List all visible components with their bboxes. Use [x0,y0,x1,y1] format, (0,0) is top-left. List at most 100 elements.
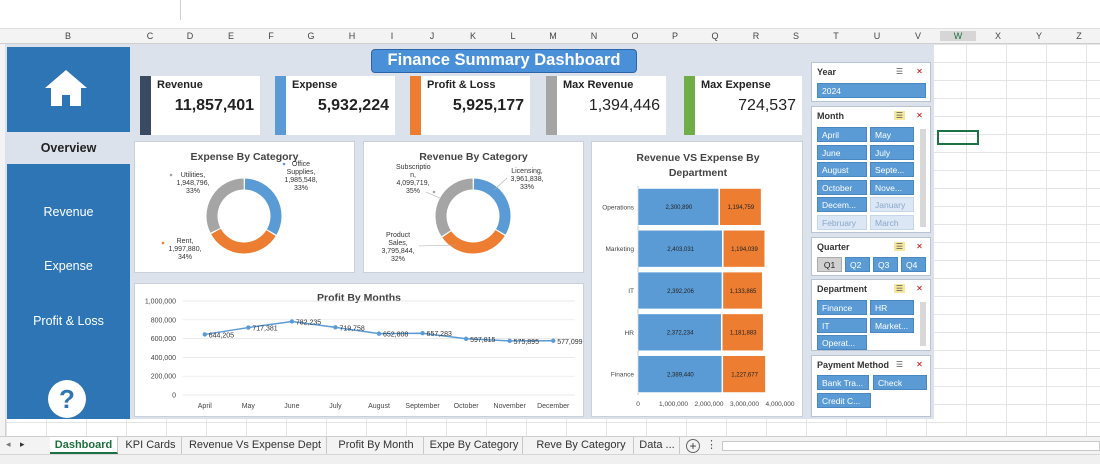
column-header-p[interactable]: P [671,31,678,41]
slicer-item-march[interactable]: March [870,215,914,230]
clear-filter-icon[interactable]: ✕ [916,242,923,251]
column-header-k[interactable]: K [469,31,476,41]
sheet-tab-data[interactable]: Data ... [635,437,680,454]
column-header-z[interactable]: Z [1076,31,1082,41]
column-header-b[interactable]: B [64,31,71,41]
column-header-c[interactable]: C [146,31,154,41]
slicer-scrollbar[interactable] [920,129,926,227]
sheet-tab-reve-by-category[interactable]: Reve By Category [529,437,634,454]
point-may[interactable] [246,325,251,330]
column-header-x[interactable]: X [994,31,1001,41]
multi-select-icon[interactable]: ☰ [894,284,905,293]
nav-overview[interactable]: Overview [7,132,130,164]
sheet-tab-kpi-cards[interactable]: KPI Cards [120,437,182,454]
kpi-card-max-expense[interactable]: Max Expense 724,537 [684,76,802,135]
slicer-item[interactable]: 2024 [817,83,926,98]
slicer-item-nove[interactable]: Nove... [870,179,914,195]
slicer-item-january[interactable]: January [870,197,914,213]
slice-subscription[interactable] [435,178,474,237]
nav-revenue[interactable]: Revenue [43,205,94,219]
slicer-scrollbar[interactable] [920,302,926,346]
slicer-item-q4[interactable]: Q4 [901,257,926,272]
column-header-g[interactable]: G [307,31,315,41]
column-header-q[interactable]: Q [711,31,719,41]
home-icon[interactable] [44,69,88,107]
slice-office-supplies[interactable] [244,178,282,235]
slice-licensing[interactable] [473,178,511,235]
more-options-icon[interactable]: ⋮ [706,439,717,451]
slicer-item-market[interactable]: Market... [870,317,914,333]
nav-profit-loss[interactable]: Profit & Loss [33,314,104,328]
slicer-item-check[interactable]: Check [873,375,927,390]
multi-select-icon[interactable]: ☰ [895,360,904,369]
point-april[interactable] [202,332,207,337]
bar-hr-s1[interactable] [721,313,764,351]
slicer-item-october[interactable]: October [817,179,867,195]
kpi-card-max-revenue[interactable]: Max Revenue 1,394,446 [546,76,666,135]
slicer-item-decem[interactable]: Decem... [817,197,867,213]
column-header-o[interactable]: O [631,31,639,41]
column-header-u[interactable]: U [873,31,881,41]
slicer-item-finance[interactable]: Finance [817,300,867,315]
profit-months-chart[interactable]: Profit By Months 0 200,000 400,000 600,000 8… [134,283,584,417]
slicer-item-april[interactable]: April [817,127,867,142]
sheet-tab-revenue-vs-expense-dept[interactable]: Revenue Vs Expense Dept [184,437,327,454]
column-header-f[interactable]: F [268,31,274,41]
column-header-s[interactable]: S [792,31,799,41]
expense-category-chart[interactable]: Expense By Category Utilities, 1,948,796… [134,141,355,273]
slicer-item-february[interactable]: February [817,215,867,230]
column-header-r[interactable]: R [752,31,760,41]
nav-expense[interactable]: Expense [44,259,93,273]
kpi-card-profit-loss[interactable]: Profit & Loss 5,925,177 [410,76,530,135]
bar-finance-s0[interactable] [637,355,723,393]
clear-filter-icon[interactable]: ✕ [916,284,923,293]
column-header-y[interactable]: Y [1035,31,1042,41]
slicer-item-june[interactable]: June [817,144,867,160]
column-header-j[interactable]: J [429,31,435,41]
column-header-m[interactable]: M [549,31,557,41]
bar-finance-s1[interactable] [722,355,766,393]
point-june[interactable] [289,319,295,324]
column-header-h[interactable]: H [348,31,356,41]
multi-select-icon[interactable]: ☰ [895,67,904,76]
slicer-item-q3[interactable]: Q3 [873,257,898,272]
slicer-item-may[interactable]: May [870,127,914,142]
column-header-e[interactable]: E [227,31,234,41]
column-header-t[interactable]: T [833,31,839,41]
clear-filter-icon[interactable]: ✕ [916,67,923,76]
bar-marketing-s1[interactable] [723,230,765,268]
bar-marketing-s0[interactable] [637,230,723,268]
column-header-l[interactable]: L [510,31,516,41]
bar-operations-s1[interactable] [719,188,762,226]
revenue-expense-dept-chart[interactable]: Revenue VS Expense By Department Operati… [591,141,803,417]
slicer-item-q2[interactable]: Q2 [845,257,870,272]
tab-scroll-left-icon[interactable]: ◂ [6,439,11,449]
help-icon[interactable]: ? [47,379,87,419]
slicer-item-septe[interactable]: Septe... [870,162,914,178]
add-sheet-icon[interactable]: + [686,439,700,453]
point-september[interactable] [420,331,425,336]
slicer-item-credit-c[interactable]: Credit C... [817,393,871,408]
column-header-v[interactable]: V [914,31,921,41]
bar-operations-s0[interactable] [637,188,719,226]
slice-product-sales[interactable] [442,229,505,254]
horizontal-scrollbar[interactable] [722,441,1100,451]
column-header-i[interactable]: I [390,31,394,41]
point-november[interactable] [507,338,512,344]
slice-rent[interactable] [211,228,276,254]
bar-it-s0[interactable] [637,271,723,310]
selected-cell[interactable] [937,130,979,145]
point-august[interactable] [376,331,382,336]
slicer-item-hr[interactable]: HR [870,300,914,315]
bar-hr-s0[interactable] [637,313,722,351]
column-header-w[interactable]: W [940,31,976,41]
column-header-d[interactable]: D [186,31,194,41]
kpi-card-expense[interactable]: Expense 5,932,224 [275,76,395,135]
revenue-category-chart[interactable]: Revenue By Category Subscriptio n, 4,099… [363,141,584,273]
sheet-tab-expe-by-category[interactable]: Expe By Category [426,437,523,454]
multi-select-icon[interactable]: ☰ [894,111,905,120]
clear-filter-icon[interactable]: ✕ [916,111,923,120]
column-header-bar[interactable]: B C D E F G H I J K L M N O P Q R S T U V W X Y Z [0,28,1100,44]
slicer-item-operat[interactable]: Operat... [817,335,867,350]
column-header-n[interactable]: N [590,31,598,41]
